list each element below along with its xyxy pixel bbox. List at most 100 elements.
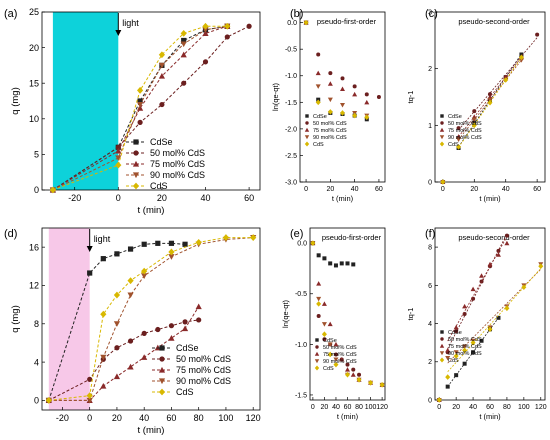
y-tick-label: 5	[34, 150, 39, 160]
y-axis-label: q (mg)	[10, 87, 21, 114]
data-point	[470, 339, 476, 346]
y-tick-label: 10	[29, 114, 39, 124]
legend-label: 75 mol% CdS	[313, 128, 347, 134]
data-point	[158, 51, 165, 59]
light-annotation: light	[122, 18, 139, 28]
data-point	[127, 338, 134, 344]
data-point	[351, 262, 356, 267]
y-tick-label: 2	[428, 359, 432, 366]
legend-label: 90 mol% CdS	[313, 135, 347, 141]
data-point	[333, 352, 338, 357]
data-point	[350, 372, 356, 377]
data-point	[470, 286, 476, 292]
light-arrow-head	[115, 30, 122, 36]
data-point	[339, 261, 344, 266]
legend-label: 50 mol% CdS	[448, 337, 482, 343]
panel-c: 0 20 40 60 0 1 2 3 t (min) tq-1 (c) pseudo-second-o…	[406, 8, 546, 203]
panel-label: (c)	[425, 8, 438, 20]
data-point	[159, 101, 165, 108]
data-point	[453, 350, 459, 355]
data-point	[158, 62, 165, 69]
data-point	[113, 291, 121, 299]
legend-marker	[314, 365, 320, 371]
y-tick-label: -1.0	[285, 73, 297, 80]
data-point	[364, 92, 369, 97]
x-tick-label: 120	[246, 413, 261, 423]
data-point	[316, 52, 321, 57]
data-point	[333, 361, 339, 368]
data-point	[202, 27, 209, 33]
data-point	[115, 161, 122, 169]
data-point	[45, 397, 52, 404]
light-arrow-head	[86, 246, 93, 252]
legend-marker	[304, 141, 310, 147]
data-point	[538, 263, 544, 270]
data-point	[321, 301, 327, 306]
data-point	[250, 234, 257, 241]
data-point	[471, 350, 476, 355]
data-point	[115, 144, 121, 150]
legend-marker	[304, 135, 310, 140]
data-point	[246, 23, 252, 29]
data-point	[518, 54, 524, 61]
data-point	[141, 354, 148, 360]
x-tick-label: 80	[194, 413, 204, 423]
legend-label: CdS	[150, 181, 168, 191]
y-tick-label: -2.0	[285, 126, 297, 133]
data-point	[137, 101, 144, 108]
data-point	[115, 147, 122, 154]
x-axis-label: t (min)	[332, 194, 354, 203]
data-point	[180, 41, 187, 48]
y-tick-label: 8	[428, 245, 432, 252]
y-tick-label: -3.0	[285, 179, 297, 186]
data-point	[316, 301, 322, 307]
x-tick-label: 40	[502, 186, 510, 193]
fit-line	[458, 57, 522, 148]
data-point	[195, 238, 202, 246]
data-point	[487, 261, 493, 267]
data-point	[87, 376, 93, 382]
data-point	[315, 70, 321, 76]
data-point	[453, 353, 459, 359]
data-point	[471, 122, 477, 129]
data-point	[141, 330, 147, 336]
data-point	[303, 19, 309, 26]
fit-line	[447, 236, 508, 342]
data-point	[456, 137, 462, 142]
data-point	[333, 263, 338, 268]
data-point	[315, 99, 321, 106]
legend-label: CdSe	[150, 137, 173, 147]
data-point	[479, 338, 484, 343]
data-point	[340, 86, 345, 92]
data-point	[327, 342, 333, 347]
series-line	[48, 237, 254, 401]
y-axis-label: tq-1	[406, 91, 415, 104]
legend-marker	[305, 114, 309, 118]
data-point	[100, 310, 107, 318]
y-tick-label: 1	[428, 123, 432, 130]
chart-title: pseudo-first-order	[322, 233, 382, 242]
data-point	[333, 357, 339, 363]
panel-label: (e)	[290, 228, 303, 240]
legend-label: 90 mol% CdS	[448, 135, 482, 141]
data-point	[327, 109, 333, 115]
legend-label: CdSe	[448, 114, 462, 120]
y-tick-label: -1.5	[295, 392, 307, 399]
data-point	[168, 248, 175, 256]
data-point	[352, 112, 358, 119]
data-point	[379, 382, 385, 388]
x-tick-label: 40	[469, 404, 477, 411]
y-tick-label: -1.5	[285, 100, 297, 107]
x-tick-label: 80	[355, 404, 363, 411]
data-point	[310, 240, 316, 246]
data-point	[127, 292, 134, 299]
legend-label: 75 mol% CdS	[150, 159, 205, 169]
panel-label: (d)	[4, 228, 17, 240]
data-point	[182, 241, 188, 247]
plot-frame	[434, 11, 546, 183]
data-point	[168, 335, 175, 341]
legend-label: CdSe	[448, 330, 462, 336]
data-point	[471, 296, 476, 301]
legend-marker	[440, 330, 444, 334]
data-point	[115, 155, 122, 162]
